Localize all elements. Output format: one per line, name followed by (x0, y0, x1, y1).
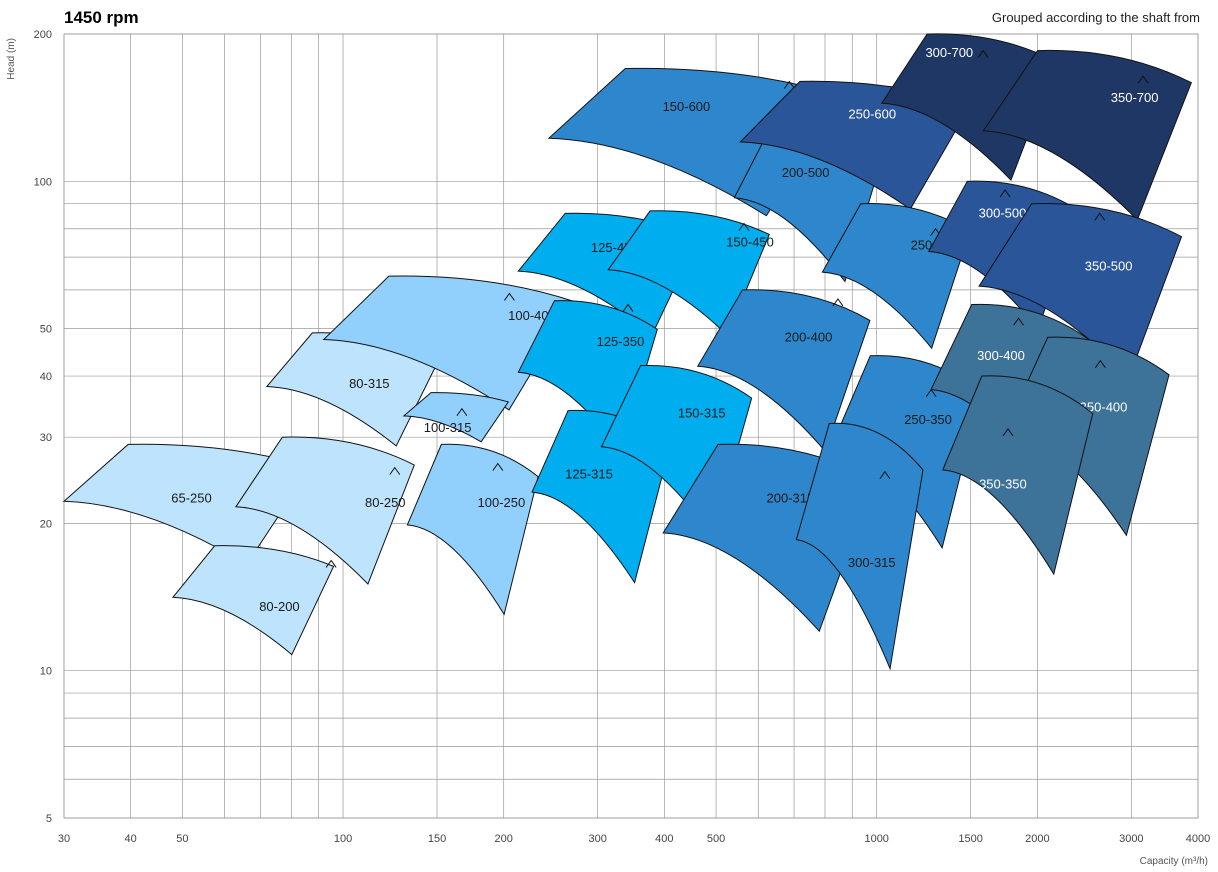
pump-regions: 65-250 80-250 80-200 80-315 100-400 100-315 10… (62, 33, 1192, 671)
pump-label: 200-315 (767, 490, 815, 505)
pump-label: 350-350 (979, 477, 1027, 492)
pump-label: 300-500 (979, 205, 1027, 220)
bep-marker (1094, 212, 1106, 221)
pump-label: 250-600 (848, 106, 896, 121)
pump-label: 300-315 (848, 555, 896, 570)
bep-marker (389, 466, 401, 475)
pump-region-100-250[interactable] (406, 443, 539, 616)
axes: 30 40 50 100 150 200 300 400 500 1000 1500 2000 3000… (34, 29, 1211, 845)
pump-label: 80-200 (259, 599, 299, 614)
bep-marker (504, 292, 515, 301)
x-tick-label: 4000 (1186, 833, 1210, 845)
pump-region-80-200[interactable] (171, 545, 335, 656)
pump-label: 100-400 (508, 308, 556, 323)
bep-marker (456, 407, 468, 417)
y-tick-label: 10 (40, 666, 52, 678)
y-tick-label: 40 (40, 371, 52, 383)
chart-title: 1450 rpm (64, 8, 139, 27)
bep-marker (622, 303, 634, 312)
bep-marker (1002, 428, 1014, 437)
pump-label: 80-250 (365, 495, 405, 510)
x-tick-label: 40 (125, 833, 137, 845)
pump-label: 150-600 (663, 99, 711, 114)
bep-marker (738, 222, 750, 231)
bep-marker (1094, 359, 1106, 368)
pump-label: 250-350 (904, 412, 952, 427)
x-tick-label: 1000 (864, 833, 888, 845)
pump-label: 125-350 (597, 334, 645, 349)
pump-region-350-350[interactable] (942, 375, 1094, 576)
pump-label: 65-250 (171, 490, 211, 505)
pump-region-100-400[interactable] (322, 275, 575, 411)
pump-label: 80-315 (349, 376, 389, 391)
pump-label: 200-400 (785, 329, 833, 344)
x-tick-label: 500 (707, 833, 725, 845)
bep-marker (999, 189, 1011, 198)
bep-marker (325, 559, 337, 568)
plot-frame (63, 33, 1199, 819)
pump-region-80-250[interactable] (235, 436, 415, 585)
pump-label: 350-500 (1085, 258, 1133, 273)
x-tick-label: 200 (495, 833, 513, 845)
bep-marker (879, 470, 891, 480)
pump-label: 350-400 (1080, 399, 1128, 414)
pump-region-300-315[interactable] (795, 422, 924, 671)
bep-marker (783, 80, 795, 89)
pump-label: 150-450 (726, 234, 774, 249)
y-tick-label: 200 (34, 29, 52, 41)
x-tick-label: 30 (58, 833, 70, 845)
bep-marker (492, 462, 504, 471)
bep-marker (1013, 317, 1024, 326)
pump-label: 300-700 (925, 45, 973, 60)
x-tick-label: 100 (334, 833, 352, 845)
y-tick-label: 30 (40, 432, 52, 444)
y-axis-label: Head (m) (6, 38, 17, 80)
x-tick-label: 1500 (958, 833, 982, 845)
pump-label: 350-700 (1111, 90, 1159, 105)
x-tick-label: 2000 (1025, 833, 1049, 845)
pump-label: 100-315 (424, 420, 472, 435)
x-axis-label: Capacity (m³/h) (1140, 856, 1208, 867)
bep-marker (977, 49, 989, 58)
x-tick-label: 150 (428, 833, 446, 845)
chart-subtitle: Grouped according to the shaft from (991, 10, 1200, 25)
pump-label: 200-500 (782, 165, 830, 180)
pump-label: 150-315 (678, 406, 726, 421)
pump-region-100-315[interactable] (402, 392, 510, 443)
pump-label: 100-250 (478, 495, 526, 510)
y-tick-label: 100 (34, 176, 52, 188)
y-tick-label: 50 (40, 324, 52, 336)
x-tick-label: 3000 (1119, 833, 1143, 845)
y-tick-label: 20 (40, 518, 52, 530)
pump-label: 125-315 (565, 466, 613, 481)
y-tick-label: 5 (46, 813, 52, 825)
bep-marker (1137, 75, 1149, 84)
pump-label: 300-400 (977, 348, 1025, 363)
bep-marker (832, 298, 844, 307)
x-tick-label: 400 (655, 833, 673, 845)
x-tick-label: 50 (176, 833, 188, 845)
pump-region-300-700[interactable] (880, 33, 1057, 182)
x-tick-label: 300 (588, 833, 606, 845)
pump-region-250-450[interactable] (821, 203, 971, 350)
